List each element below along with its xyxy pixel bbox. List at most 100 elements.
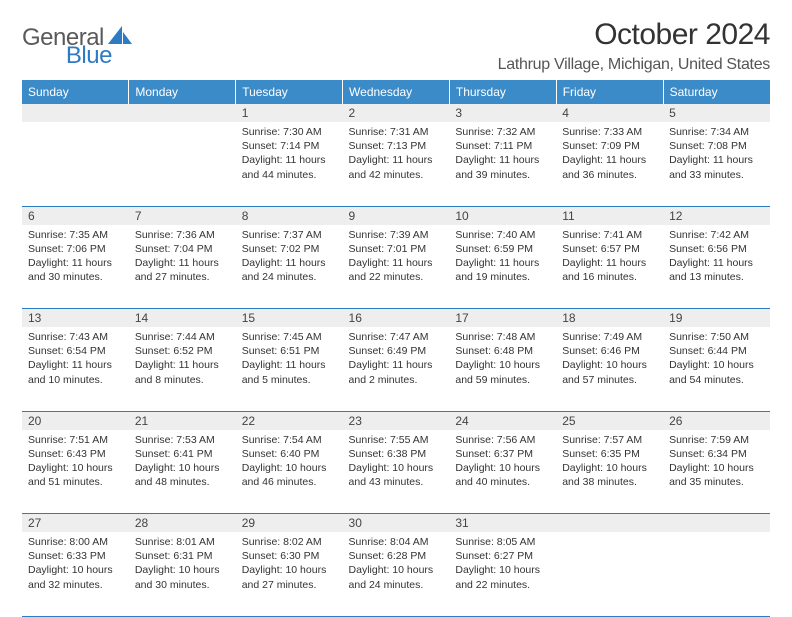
daylight-text: and 35 minutes.: [669, 475, 764, 489]
day-cell: Sunrise: 7:47 AMSunset: 6:49 PMDaylight:…: [343, 327, 450, 411]
day-number-cell: 4: [556, 104, 663, 122]
daylight-text: and 51 minutes.: [28, 475, 123, 489]
day-number-cell: [22, 104, 129, 122]
week-row: Sunrise: 8:00 AMSunset: 6:33 PMDaylight:…: [22, 532, 770, 616]
day-number-cell: [663, 514, 770, 533]
daylight-text: Daylight: 11 hours: [669, 256, 764, 270]
daylight-text: Daylight: 11 hours: [135, 256, 230, 270]
day-number-cell: 25: [556, 411, 663, 430]
day-cell: Sunrise: 7:55 AMSunset: 6:38 PMDaylight:…: [343, 430, 450, 514]
daylight-text: Daylight: 11 hours: [349, 358, 444, 372]
daylight-text: and 24 minutes.: [349, 578, 444, 592]
day-cell: Sunrise: 7:31 AMSunset: 7:13 PMDaylight:…: [343, 122, 450, 206]
sunrise-text: Sunrise: 7:32 AM: [455, 125, 550, 139]
sunrise-text: Sunrise: 7:43 AM: [28, 330, 123, 344]
day-number-cell: 7: [129, 206, 236, 225]
week-row: Sunrise: 7:43 AMSunset: 6:54 PMDaylight:…: [22, 327, 770, 411]
sunrise-text: Sunrise: 7:47 AM: [349, 330, 444, 344]
daynum-row: 12345: [22, 104, 770, 122]
day-number-cell: 17: [449, 309, 556, 328]
day-cell: Sunrise: 7:59 AMSunset: 6:34 PMDaylight:…: [663, 430, 770, 514]
day-content: Sunrise: 8:05 AMSunset: 6:27 PMDaylight:…: [449, 532, 556, 598]
weekday-header: Tuesday: [236, 80, 343, 104]
daylight-text: Daylight: 10 hours: [669, 461, 764, 475]
sunset-text: Sunset: 6:48 PM: [455, 344, 550, 358]
sunrise-text: Sunrise: 7:49 AM: [562, 330, 657, 344]
day-cell: Sunrise: 7:56 AMSunset: 6:37 PMDaylight:…: [449, 430, 556, 514]
daylight-text: Daylight: 10 hours: [455, 563, 550, 577]
week-row: Sunrise: 7:51 AMSunset: 6:43 PMDaylight:…: [22, 430, 770, 514]
sunset-text: Sunset: 6:37 PM: [455, 447, 550, 461]
daylight-text: and 46 minutes.: [242, 475, 337, 489]
sunrise-text: Sunrise: 7:41 AM: [562, 228, 657, 242]
daylight-text: Daylight: 11 hours: [242, 153, 337, 167]
sunset-text: Sunset: 7:02 PM: [242, 242, 337, 256]
day-content: Sunrise: 7:56 AMSunset: 6:37 PMDaylight:…: [449, 430, 556, 496]
daylight-text: and 24 minutes.: [242, 270, 337, 284]
sunrise-text: Sunrise: 7:44 AM: [135, 330, 230, 344]
day-number-cell: 8: [236, 206, 343, 225]
sunset-text: Sunset: 7:09 PM: [562, 139, 657, 153]
sunset-text: Sunset: 6:38 PM: [349, 447, 444, 461]
day-cell: Sunrise: 8:05 AMSunset: 6:27 PMDaylight:…: [449, 532, 556, 616]
logo: General Blue: [22, 18, 184, 52]
day-content: Sunrise: 7:32 AMSunset: 7:11 PMDaylight:…: [449, 122, 556, 188]
day-content: Sunrise: 7:31 AMSunset: 7:13 PMDaylight:…: [343, 122, 450, 188]
day-content: Sunrise: 8:01 AMSunset: 6:31 PMDaylight:…: [129, 532, 236, 598]
sunrise-text: Sunrise: 8:05 AM: [455, 535, 550, 549]
day-number-cell: 24: [449, 411, 556, 430]
daylight-text: Daylight: 10 hours: [455, 461, 550, 475]
sunrise-text: Sunrise: 7:57 AM: [562, 433, 657, 447]
daylight-text: and 40 minutes.: [455, 475, 550, 489]
day-content: Sunrise: 8:04 AMSunset: 6:28 PMDaylight:…: [343, 532, 450, 598]
day-number-cell: 14: [129, 309, 236, 328]
daylight-text: Daylight: 10 hours: [242, 461, 337, 475]
daylight-text: Daylight: 10 hours: [562, 461, 657, 475]
day-content: Sunrise: 7:39 AMSunset: 7:01 PMDaylight:…: [343, 225, 450, 291]
daylight-text: Daylight: 11 hours: [349, 256, 444, 270]
sunset-text: Sunset: 7:11 PM: [455, 139, 550, 153]
day-cell: Sunrise: 7:44 AMSunset: 6:52 PMDaylight:…: [129, 327, 236, 411]
daylight-text: Daylight: 11 hours: [562, 256, 657, 270]
day-content: Sunrise: 7:59 AMSunset: 6:34 PMDaylight:…: [663, 430, 770, 496]
day-number-cell: 13: [22, 309, 129, 328]
day-number-cell: 19: [663, 309, 770, 328]
daylight-text: and 36 minutes.: [562, 168, 657, 182]
daylight-text: and 19 minutes.: [455, 270, 550, 284]
sunrise-text: Sunrise: 7:36 AM: [135, 228, 230, 242]
sunset-text: Sunset: 6:46 PM: [562, 344, 657, 358]
sunrise-text: Sunrise: 7:31 AM: [349, 125, 444, 139]
day-cell: Sunrise: 7:33 AMSunset: 7:09 PMDaylight:…: [556, 122, 663, 206]
daylight-text: Daylight: 11 hours: [135, 358, 230, 372]
day-cell: Sunrise: 7:39 AMSunset: 7:01 PMDaylight:…: [343, 225, 450, 309]
sunrise-text: Sunrise: 7:48 AM: [455, 330, 550, 344]
daylight-text: Daylight: 11 hours: [669, 153, 764, 167]
day-cell: Sunrise: 7:35 AMSunset: 7:06 PMDaylight:…: [22, 225, 129, 309]
day-number-cell: 3: [449, 104, 556, 122]
sunset-text: Sunset: 7:04 PM: [135, 242, 230, 256]
day-cell: Sunrise: 7:57 AMSunset: 6:35 PMDaylight:…: [556, 430, 663, 514]
weekday-header-row: Sunday Monday Tuesday Wednesday Thursday…: [22, 80, 770, 104]
day-content: Sunrise: 7:55 AMSunset: 6:38 PMDaylight:…: [343, 430, 450, 496]
daylight-text: Daylight: 10 hours: [669, 358, 764, 372]
sunset-text: Sunset: 7:13 PM: [349, 139, 444, 153]
day-number-cell: 15: [236, 309, 343, 328]
daylight-text: and 27 minutes.: [242, 578, 337, 592]
daylight-text: and 5 minutes.: [242, 373, 337, 387]
daylight-text: Daylight: 10 hours: [28, 563, 123, 577]
sunrise-text: Sunrise: 7:55 AM: [349, 433, 444, 447]
daylight-text: Daylight: 11 hours: [349, 153, 444, 167]
day-number-cell: [556, 514, 663, 533]
day-content: Sunrise: 7:36 AMSunset: 7:04 PMDaylight:…: [129, 225, 236, 291]
day-cell: Sunrise: 7:50 AMSunset: 6:44 PMDaylight:…: [663, 327, 770, 411]
daylight-text: and 30 minutes.: [28, 270, 123, 284]
day-cell: Sunrise: 7:37 AMSunset: 7:02 PMDaylight:…: [236, 225, 343, 309]
sunset-text: Sunset: 6:43 PM: [28, 447, 123, 461]
sunrise-text: Sunrise: 7:30 AM: [242, 125, 337, 139]
daylight-text: and 33 minutes.: [669, 168, 764, 182]
week-row: Sunrise: 7:35 AMSunset: 7:06 PMDaylight:…: [22, 225, 770, 309]
day-content: Sunrise: 7:53 AMSunset: 6:41 PMDaylight:…: [129, 430, 236, 496]
day-number-cell: [129, 104, 236, 122]
sunrise-text: Sunrise: 7:37 AM: [242, 228, 337, 242]
daylight-text: Daylight: 11 hours: [455, 256, 550, 270]
